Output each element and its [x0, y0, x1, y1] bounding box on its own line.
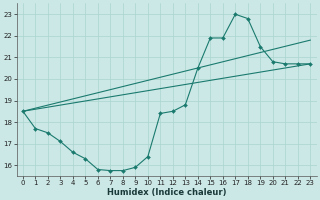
X-axis label: Humidex (Indice chaleur): Humidex (Indice chaleur)	[107, 188, 226, 197]
